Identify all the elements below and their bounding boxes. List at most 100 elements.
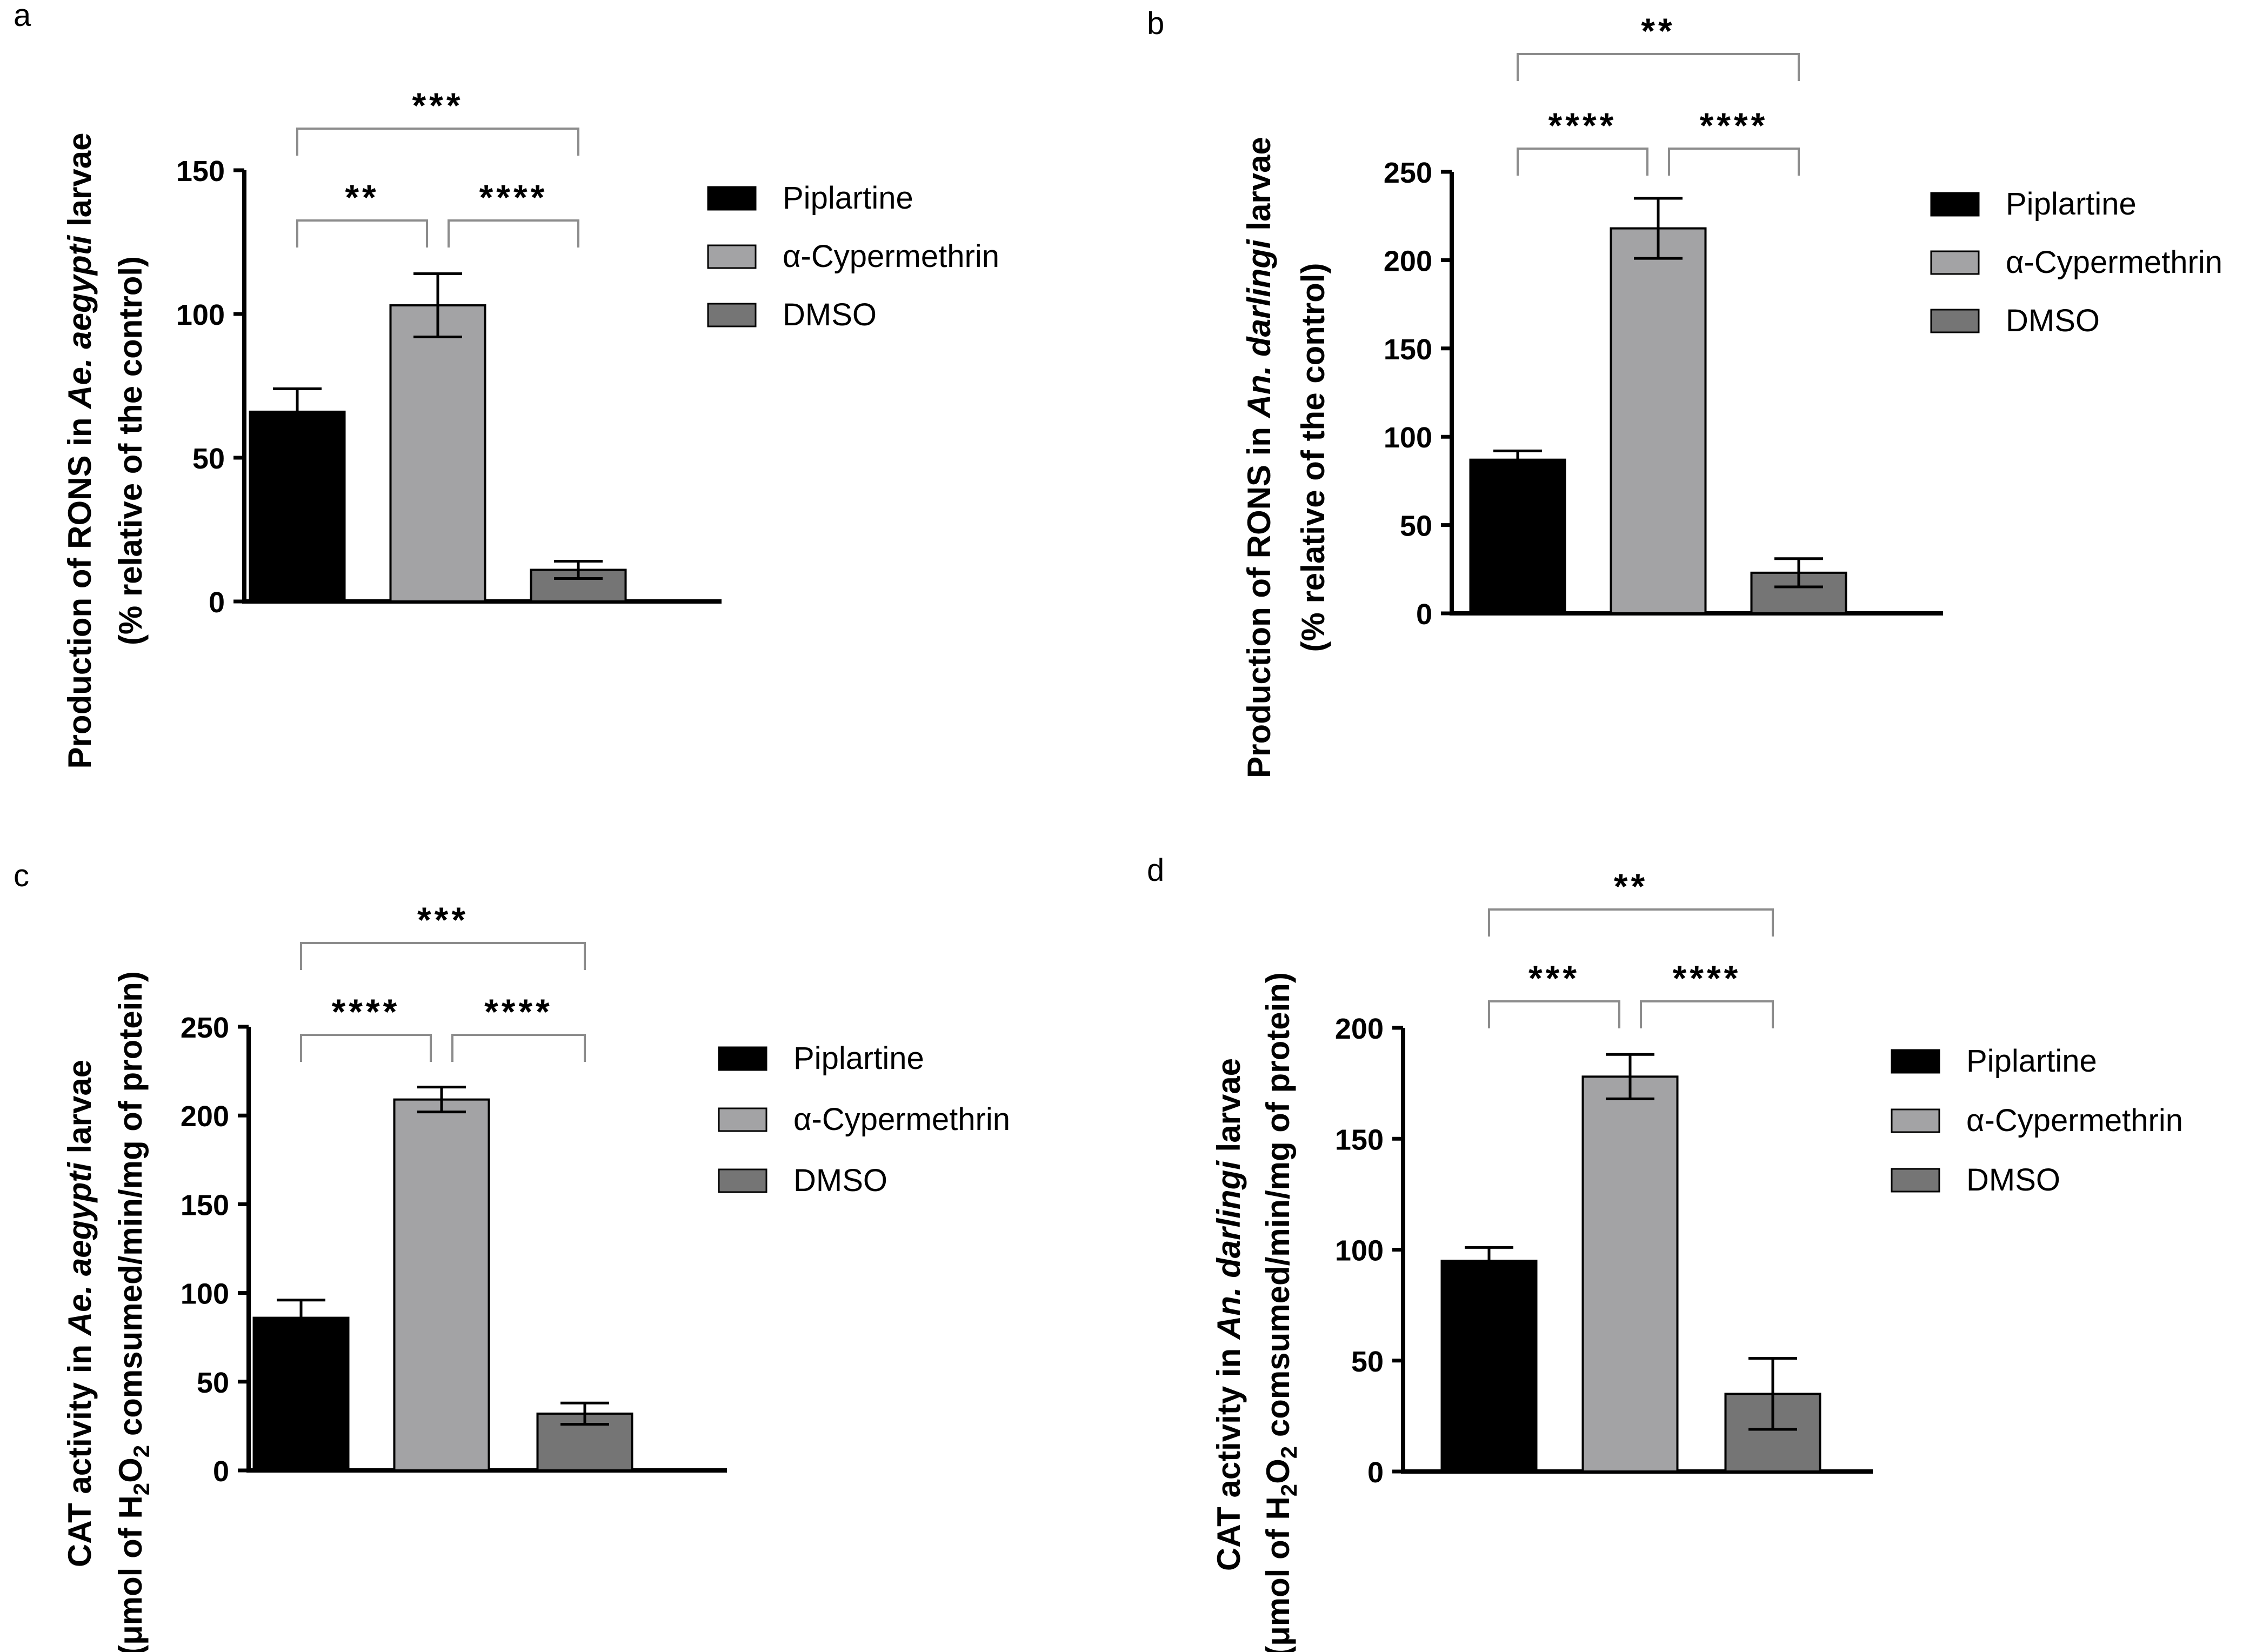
y-axis-label-part: comsumed/min/mg of protein) (1260, 972, 1296, 1446)
legend-label: α-Cypermethrin (793, 1102, 1010, 1137)
significance-label: ** (1641, 11, 1675, 51)
y-axis-label-part: (μmol of H (112, 1495, 149, 1652)
panel-label: d (1147, 853, 1164, 888)
significance-label: ** (1614, 866, 1648, 906)
bar-piplartine (1440, 1260, 1538, 1473)
y-tick-label: 200 (181, 1100, 229, 1133)
y-axis-label-species: Ae. aegypti (62, 1162, 98, 1336)
y-axis-label-part: 2 (129, 1445, 154, 1457)
y-tick-label: 0 (209, 586, 225, 619)
bar-piplartine (249, 410, 346, 603)
y-tick-label: 150 (1384, 333, 1432, 366)
legend-label: Piplartine (1966, 1044, 2097, 1079)
significance-label: **** (1548, 105, 1617, 145)
bar-alpha-cypermethrin (1581, 1075, 1679, 1473)
legend-label: Piplartine (783, 180, 913, 216)
significance-bracket (1517, 148, 1648, 176)
y-tick-label: 0 (213, 1455, 229, 1488)
y-axis-label-part: larvae (62, 133, 98, 236)
legend-label: α-Cypermethrin (783, 239, 999, 274)
y-axis-label-species: An. darlingi (1241, 239, 1277, 419)
y-axis-label-part: CAT activity in (62, 1335, 98, 1567)
y-tick-label: 50 (192, 443, 225, 475)
y-axis-label: Production of RONS in Ae. aegypti larvae (62, 133, 98, 769)
y-axis-label-line2: (μmol of H2O2 comsumed/min/mg of protein… (112, 971, 154, 1652)
legend-swatch (1891, 1168, 1940, 1193)
legend-swatch (1891, 1108, 1940, 1133)
y-axis-label-part: Production of RONS in (62, 409, 98, 769)
y-tick-label: 100 (176, 299, 225, 331)
y-axis-label: Production of RONS in An. darlingi larva… (1241, 137, 1277, 778)
bar-alpha-cypermethrin (393, 1098, 490, 1472)
y-axis-label-part: (μmol of H (1260, 1496, 1296, 1652)
y-axis-label-line2: (% relative of the control) (112, 256, 149, 645)
significance-label: **** (484, 992, 553, 1032)
chart-panel-b: b Production of RONS in An. darlingi larv… (1147, 6, 2222, 778)
significance-label: ** (345, 177, 379, 217)
y-axis-label-part: comsumed/min/mg of protein) (112, 971, 149, 1445)
y-tick-label: 150 (1335, 1123, 1384, 1156)
significance-bracket (451, 1034, 586, 1062)
y-axis-label-part: O (1260, 1459, 1296, 1484)
y-tick-label: 50 (197, 1367, 229, 1399)
y-axis-label-line2: (μmol of H2O2 comsumed/min/mg of protein… (1260, 972, 1301, 1652)
significance-bracket (1668, 148, 1800, 176)
significance-bracket (300, 1034, 432, 1062)
y-axis-label-part: larvae (1241, 137, 1277, 239)
panel-label: a (14, 0, 31, 33)
legend-label: Piplartine (2006, 186, 2137, 222)
y-axis-label-part: 2 (1276, 1484, 1301, 1496)
legend-swatch (707, 303, 757, 327)
chart-panel-a: a Production of RONS in Ae. aegypti larva… (14, 0, 999, 768)
legend-swatch (707, 186, 757, 211)
bar-piplartine (1469, 458, 1566, 615)
legend-label: α-Cypermethrin (1966, 1103, 2183, 1138)
legend-label: DMSO (2006, 303, 2100, 338)
legend-label: α-Cypermethrin (2006, 245, 2222, 280)
legend-swatch (1930, 192, 1980, 217)
legend-swatch (1891, 1049, 1940, 1074)
legend-label: DMSO (783, 297, 877, 332)
chart-panel-d: d CAT activity in An. darlingi larvae (μmo… (1147, 853, 2183, 1652)
y-axis-label-part: larvae (62, 1060, 98, 1162)
legend-label: DMSO (1966, 1162, 2060, 1198)
y-axis-label: CAT activity in Ae. aegypti larvae (62, 1060, 98, 1567)
y-axis-label-part: larvae (1211, 1058, 1247, 1161)
significance-label: *** (417, 900, 469, 940)
y-tick-label: 0 (1367, 1456, 1384, 1489)
panel-label: b (1147, 6, 1164, 41)
y-axis-label-species: An. darlingi (1211, 1160, 1247, 1340)
legend-swatch (718, 1107, 767, 1132)
significance-label: *** (412, 85, 463, 125)
bar-piplartine (252, 1316, 350, 1472)
y-axis-label-part: CAT activity in (1211, 1339, 1247, 1571)
y-tick-label: 100 (181, 1278, 229, 1310)
legend-swatch (707, 244, 757, 269)
y-axis-label-part: 2 (129, 1483, 154, 1495)
y-axis-label-part: Production of RONS in (1241, 418, 1277, 778)
y-tick-label: 50 (1400, 510, 1432, 543)
significance-label: **** (1673, 958, 1741, 998)
significance-label: **** (479, 177, 548, 217)
significance-bracket (448, 219, 579, 248)
legend-swatch (1930, 309, 1980, 333)
y-tick-label: 100 (1384, 422, 1432, 454)
chart-panel-c: c CAT activity in Ae. aegypti larvae (μmol… (14, 858, 1010, 1652)
legend-swatch (718, 1168, 767, 1193)
y-tick-label: 50 (1351, 1346, 1384, 1378)
significance-bracket (1517, 53, 1800, 81)
significance-label: **** (1700, 105, 1768, 145)
significance-bracket (1488, 908, 1774, 937)
legend-label: DMSO (793, 1163, 887, 1198)
y-axis-label: CAT activity in An. darlingi larvae (1211, 1058, 1247, 1571)
significance-label: **** (332, 992, 400, 1032)
bar-alpha-cypermethrin (1610, 227, 1707, 614)
y-tick-label: 100 (1335, 1235, 1384, 1267)
significance-label: *** (1528, 958, 1580, 998)
significance-bracket (1640, 1000, 1774, 1028)
significance-bracket (296, 219, 428, 248)
significance-bracket (1488, 1000, 1620, 1028)
y-tick-label: 200 (1384, 245, 1432, 277)
y-axis-label-part: 2 (1276, 1446, 1301, 1459)
y-tick-label: 250 (1384, 157, 1432, 189)
